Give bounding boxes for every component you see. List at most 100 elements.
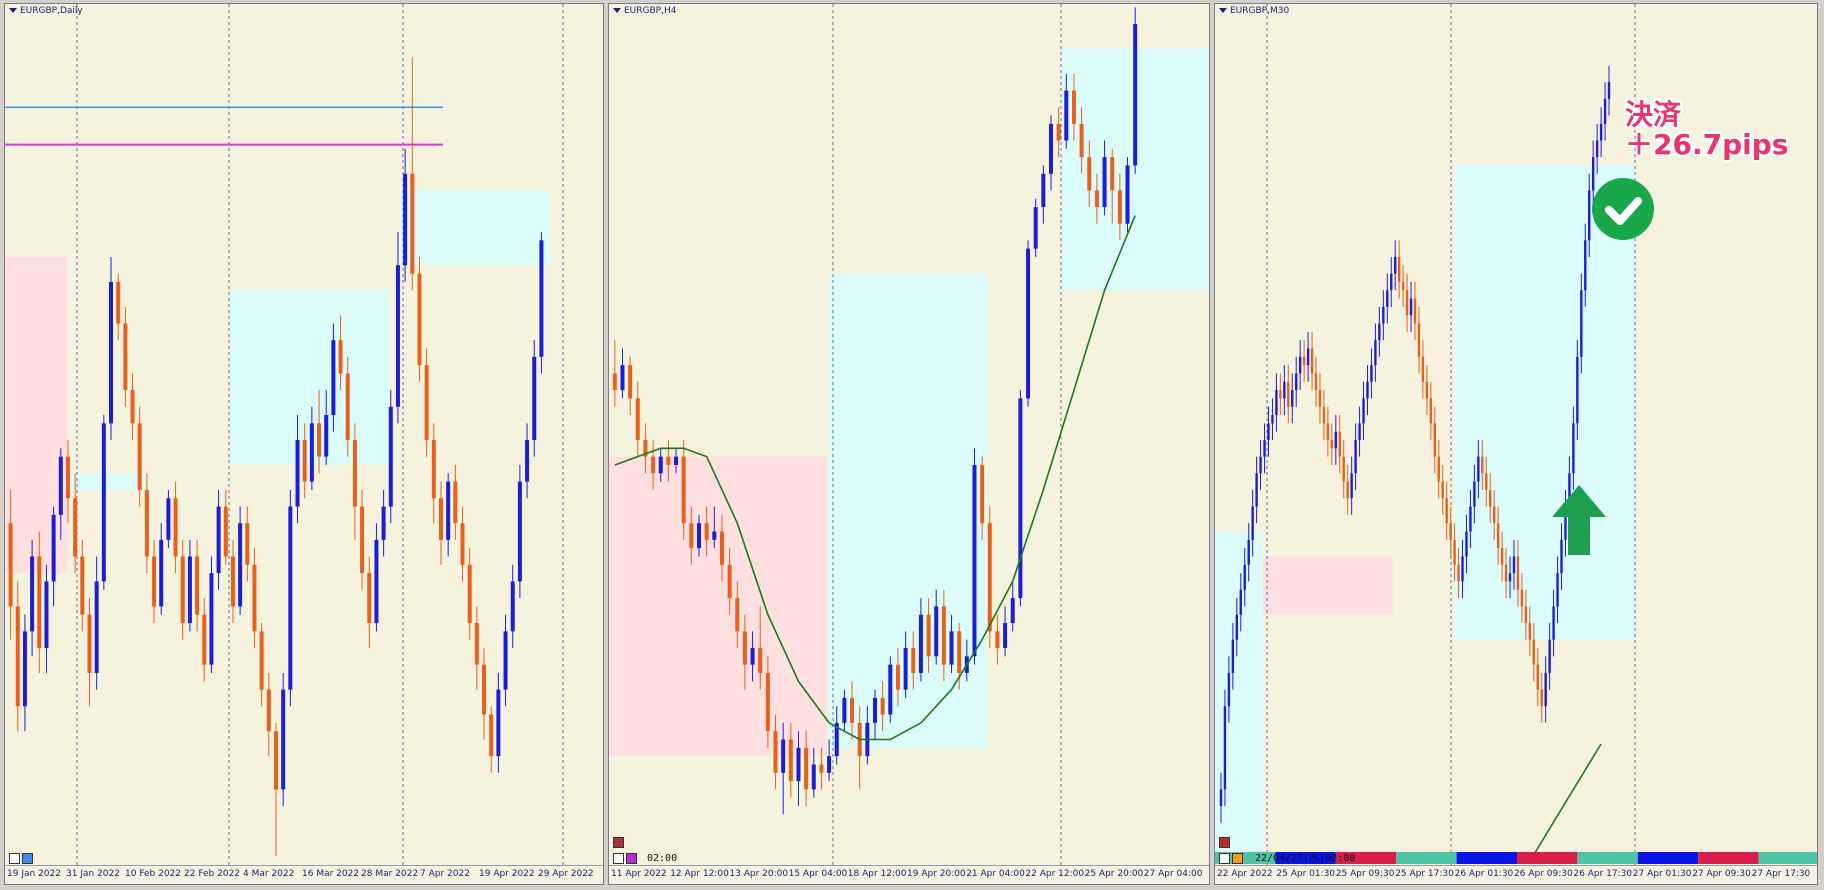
candle-body — [1275, 390, 1278, 416]
candle-body — [65, 456, 70, 499]
candle-body — [474, 623, 479, 665]
minus-icon[interactable] — [613, 837, 624, 848]
candle-body — [850, 697, 855, 723]
candle-body — [1572, 423, 1575, 474]
candle-body — [1223, 706, 1227, 790]
x-tick-label: 26 Apr 17:30 — [1573, 869, 1633, 879]
candle-body — [22, 631, 27, 707]
demand-zone — [5, 256, 67, 574]
candle-body — [1071, 90, 1076, 124]
candle-body — [309, 423, 314, 482]
dropdown-triangle-icon — [613, 8, 621, 13]
chart-pane-m30[interactable]: EURGBP,M30 22/04/27(水)02:00 22 Apr 2022 2… — [1214, 3, 1818, 885]
candle-body — [1580, 290, 1583, 357]
indicator-icon[interactable] — [626, 853, 637, 864]
candle-body — [202, 614, 207, 665]
candle-body — [658, 456, 663, 474]
indicator-icon[interactable] — [22, 853, 33, 864]
candle-body — [1504, 564, 1508, 582]
candle-body — [1409, 298, 1413, 316]
supply-zone — [1455, 165, 1635, 640]
candle-body — [1310, 348, 1314, 374]
candle-body — [238, 523, 243, 607]
candle-body — [1018, 398, 1023, 599]
candle-body — [1117, 190, 1122, 224]
candle-body — [972, 464, 977, 657]
candle-body — [288, 506, 293, 690]
x-tick-label: 21 Apr 04:00 — [966, 869, 1025, 879]
candle-body — [697, 523, 701, 549]
h4-chart-canvas[interactable] — [609, 4, 1210, 866]
candle-body — [1302, 356, 1306, 366]
candle-body — [1342, 456, 1345, 482]
candle-body — [539, 240, 544, 357]
candle-body — [1239, 589, 1242, 615]
candle-body — [281, 689, 286, 790]
x-tick-label: 25 Apr 20:00 — [1084, 869, 1144, 879]
chart-title-m30: EURGBP,M30 — [1219, 6, 1289, 16]
candle-body — [496, 689, 501, 757]
candle-body — [259, 631, 264, 690]
candle-body — [1374, 340, 1377, 366]
candle-body — [957, 631, 962, 673]
candle-body — [51, 514, 56, 582]
candle-body — [1540, 689, 1543, 707]
chart-pane-daily[interactable]: EURGBP,Daily 19 Jan 2022 31 Jan 2022 10 Fe… — [4, 3, 604, 885]
candle-body — [1584, 240, 1587, 291]
candle-body — [620, 365, 625, 391]
candle-body — [1548, 639, 1551, 673]
candle-body — [489, 714, 494, 757]
chart-pane-h4[interactable]: EURGBP,H4 02:00 11 Apr 2022 12 Apr 12:00 1… — [608, 3, 1210, 885]
m30-chart-canvas[interactable] — [1215, 4, 1818, 866]
candle-body — [1033, 207, 1038, 249]
candle-body — [1386, 290, 1389, 307]
candle-body — [1125, 165, 1130, 224]
candle-body — [1330, 440, 1334, 449]
x-tick-label: 28 Mar 2022 — [361, 869, 419, 879]
indicator-icon[interactable] — [1232, 853, 1243, 864]
candle-body — [1350, 473, 1353, 499]
candle-body — [331, 340, 336, 416]
x-tick-label: 15 Apr 04:00 — [788, 869, 848, 879]
candle-body — [788, 739, 793, 782]
candle-body — [374, 539, 379, 624]
candle-body — [781, 739, 786, 773]
candle-body — [109, 281, 114, 424]
supply-zone — [829, 273, 987, 748]
candle-body — [223, 506, 228, 557]
x-axis-daily: 19 Jan 2022 31 Jan 2022 10 Feb 2022 22 Feb … — [5, 865, 603, 884]
candle-body — [1338, 431, 1341, 457]
candle-body — [317, 423, 322, 457]
session-bar-segment — [1335, 852, 1397, 864]
candle-body — [1322, 406, 1326, 424]
candle-body — [1492, 506, 1496, 524]
candle-body — [517, 481, 522, 582]
daily-chart-canvas[interactable] — [5, 4, 604, 866]
candle-body — [1397, 256, 1401, 282]
candle-body — [403, 173, 408, 266]
candle-body — [1306, 348, 1310, 366]
candle-body — [1599, 123, 1603, 141]
candle-body — [1603, 98, 1607, 124]
candle-body — [1251, 506, 1254, 540]
candle-body — [1532, 639, 1535, 665]
settings-icon[interactable] — [1219, 853, 1230, 864]
candle-body — [635, 398, 640, 440]
minus-icon[interactable] — [1219, 837, 1230, 848]
moving-average-line — [614, 215, 1136, 741]
candle-body — [1370, 365, 1373, 382]
candle-body — [180, 556, 185, 624]
candle-body — [1235, 614, 1239, 640]
candle-body — [510, 581, 515, 632]
settings-icon[interactable] — [613, 853, 624, 864]
x-tick-label: 25 Apr 01:30 — [1276, 869, 1336, 879]
candle-body — [895, 664, 900, 690]
candle-body — [1520, 589, 1524, 607]
candle-body — [1461, 556, 1464, 582]
x-tick-label: 7 Apr 2022 — [420, 869, 470, 879]
candle-body — [1394, 256, 1397, 274]
candle-body — [1110, 157, 1115, 191]
candle-body — [216, 506, 221, 574]
candle-body — [995, 631, 1000, 648]
settings-icon[interactable] — [9, 853, 20, 864]
